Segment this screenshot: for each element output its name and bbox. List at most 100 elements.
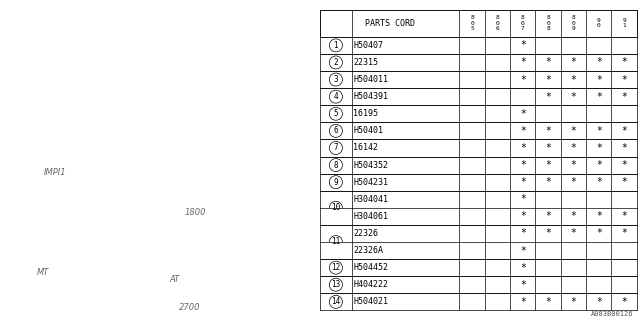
Text: 13: 13 <box>332 280 340 289</box>
Text: 10: 10 <box>332 203 340 212</box>
Text: *: * <box>596 160 602 170</box>
Text: *: * <box>520 160 525 170</box>
Text: *: * <box>621 211 627 221</box>
Text: *: * <box>621 177 627 187</box>
Bar <box>320 54 637 71</box>
Text: 8
0
8: 8 0 8 <box>546 15 550 31</box>
Text: *: * <box>520 245 525 256</box>
Bar <box>320 225 637 242</box>
Bar <box>320 88 637 105</box>
Text: 8
0
5: 8 0 5 <box>470 15 474 31</box>
Text: 8
0
7: 8 0 7 <box>521 15 525 31</box>
Text: *: * <box>520 177 525 187</box>
Text: *: * <box>570 92 577 102</box>
Text: 22326: 22326 <box>353 229 378 238</box>
Bar <box>320 293 637 310</box>
Text: *: * <box>596 143 602 153</box>
Text: *: * <box>570 75 577 84</box>
Text: 11: 11 <box>332 237 340 246</box>
Text: 4: 4 <box>333 92 338 101</box>
Text: *: * <box>520 58 525 68</box>
Bar <box>320 37 637 54</box>
Text: *: * <box>570 160 577 170</box>
Text: *: * <box>570 143 577 153</box>
Text: *: * <box>570 228 577 238</box>
Text: MT: MT <box>37 268 49 277</box>
Text: *: * <box>570 58 577 68</box>
Text: *: * <box>545 297 551 307</box>
Text: 16142: 16142 <box>353 143 378 152</box>
Bar <box>320 105 637 122</box>
Text: 3: 3 <box>333 75 338 84</box>
Text: H504391: H504391 <box>353 92 388 101</box>
Text: H50401: H50401 <box>353 126 383 135</box>
Text: H304041: H304041 <box>353 195 388 204</box>
Text: *: * <box>596 58 602 68</box>
Text: A083B00126: A083B00126 <box>591 311 634 317</box>
Bar <box>320 122 637 140</box>
Text: *: * <box>520 297 525 307</box>
Text: *: * <box>520 143 525 153</box>
Text: *: * <box>621 160 627 170</box>
Text: *: * <box>596 297 602 307</box>
Text: 9
1: 9 1 <box>622 18 626 28</box>
Text: PARTS CORD: PARTS CORD <box>365 19 415 28</box>
Text: 16195: 16195 <box>353 109 378 118</box>
Text: *: * <box>520 211 525 221</box>
Text: *: * <box>545 143 551 153</box>
Text: *: * <box>520 263 525 273</box>
Text: 12: 12 <box>332 263 340 272</box>
Bar <box>320 173 637 191</box>
Text: *: * <box>520 194 525 204</box>
Bar <box>320 10 637 37</box>
Text: *: * <box>520 109 525 119</box>
Text: 6: 6 <box>333 126 338 135</box>
Text: H404222: H404222 <box>353 280 388 289</box>
Text: 14: 14 <box>332 297 340 306</box>
Text: H504011: H504011 <box>353 75 388 84</box>
Bar <box>320 276 637 293</box>
Text: *: * <box>545 126 551 136</box>
Text: *: * <box>545 160 551 170</box>
Text: H504231: H504231 <box>353 178 388 187</box>
Text: 22315: 22315 <box>353 58 378 67</box>
Bar <box>320 208 637 225</box>
Text: *: * <box>596 92 602 102</box>
Text: *: * <box>545 177 551 187</box>
Text: *: * <box>520 126 525 136</box>
Text: H504352: H504352 <box>353 161 388 170</box>
Text: *: * <box>520 75 525 84</box>
Text: 2: 2 <box>333 58 338 67</box>
Text: *: * <box>596 211 602 221</box>
Text: 8
0
6: 8 0 6 <box>495 15 499 31</box>
Text: *: * <box>621 126 627 136</box>
Text: *: * <box>596 177 602 187</box>
Text: *: * <box>570 297 577 307</box>
Text: 1800: 1800 <box>184 208 205 217</box>
Text: *: * <box>545 211 551 221</box>
Text: 1: 1 <box>333 41 338 50</box>
Bar <box>320 156 637 173</box>
Text: *: * <box>596 126 602 136</box>
Bar <box>320 71 637 88</box>
Text: *: * <box>520 40 525 50</box>
Text: *: * <box>570 211 577 221</box>
Text: H504021: H504021 <box>353 297 388 306</box>
Text: *: * <box>545 228 551 238</box>
Text: 9
0: 9 0 <box>597 18 600 28</box>
Text: *: * <box>570 126 577 136</box>
Bar <box>320 259 637 276</box>
Text: *: * <box>596 228 602 238</box>
Text: H504452: H504452 <box>353 263 388 272</box>
Text: *: * <box>621 228 627 238</box>
Text: H304061: H304061 <box>353 212 388 221</box>
Text: *: * <box>621 143 627 153</box>
Text: *: * <box>621 297 627 307</box>
Text: H50407: H50407 <box>353 41 383 50</box>
Text: 5: 5 <box>333 109 338 118</box>
Text: *: * <box>545 75 551 84</box>
Bar <box>320 242 637 259</box>
Text: 8
0
9: 8 0 9 <box>572 15 575 31</box>
Text: 9: 9 <box>333 178 338 187</box>
Text: *: * <box>621 58 627 68</box>
